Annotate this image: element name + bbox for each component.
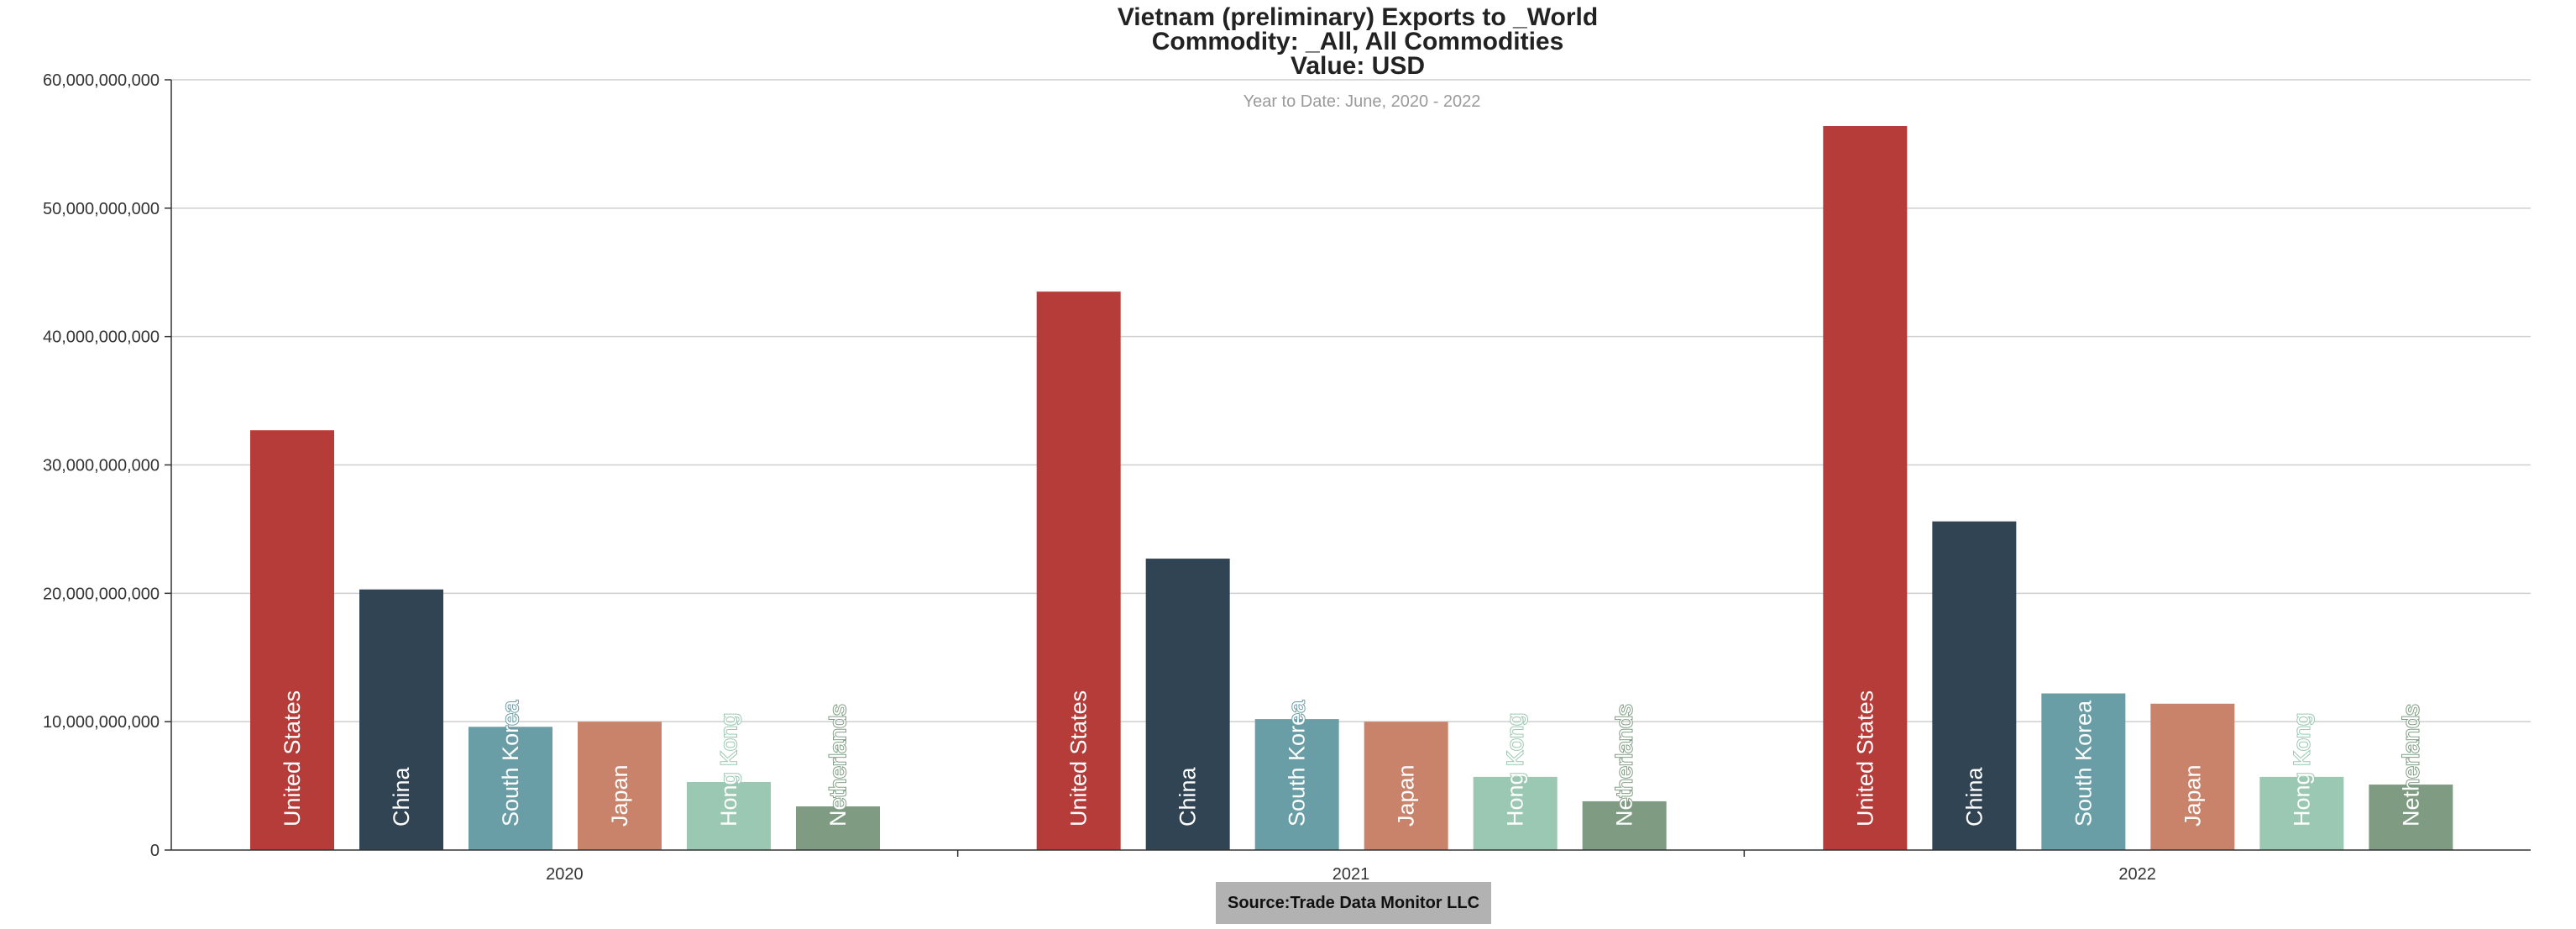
chart-subtitle: Year to Date: June, 2020 - 2022 bbox=[1243, 92, 1481, 111]
bar-united-states-2021[interactable] bbox=[1036, 291, 1121, 850]
bar-china-2022[interactable] bbox=[1932, 521, 2017, 850]
source-footer: Source:Trade Data Monitor LLC bbox=[1216, 882, 1491, 924]
bar-netherlands-2022[interactable] bbox=[2369, 785, 2453, 850]
bar-label: Hong Kong bbox=[716, 713, 741, 827]
bar-united-states-2020[interactable] bbox=[250, 430, 334, 850]
chart-title-line-1: Vietnam (preliminary) Exports to _World bbox=[1118, 3, 1598, 31]
bars-group: United States China South Korea Japan Hong K… bbox=[250, 126, 2453, 850]
bar-label: United States bbox=[1852, 690, 1877, 827]
bar-united-states-2022[interactable] bbox=[1823, 126, 1908, 850]
bar-china-2021[interactable] bbox=[1145, 559, 1230, 850]
bar-label: South Korea bbox=[2071, 700, 2096, 827]
bar-south-korea-2021[interactable] bbox=[1254, 719, 1339, 850]
bar-south-korea-2020[interactable] bbox=[469, 727, 552, 850]
y-tick-label: 10,000,000,000 bbox=[43, 713, 160, 732]
bar-label: China bbox=[1961, 766, 1987, 827]
bar-japan-2020[interactable] bbox=[578, 722, 662, 850]
bar-label: Netherlands bbox=[1612, 704, 1637, 827]
grid-lines bbox=[171, 79, 2531, 722]
bar-label: United States bbox=[1066, 690, 1092, 827]
bar-hong-kong-2020[interactable] bbox=[687, 781, 771, 850]
x-axis: 2020 2021 2022 bbox=[170, 80, 2531, 884]
bar-netherlands-2020[interactable] bbox=[796, 806, 880, 850]
bar-japan-2022[interactable] bbox=[2150, 703, 2235, 850]
bar-label: South Korea bbox=[498, 700, 523, 827]
bar-south-korea-2022[interactable] bbox=[2041, 693, 2126, 850]
bar-hong-kong-2021[interactable] bbox=[1473, 776, 1558, 850]
y-tick-label: 20,000,000,000 bbox=[43, 585, 160, 603]
bar-label: South Korea bbox=[1285, 700, 1310, 827]
bar-label: China bbox=[1175, 766, 1201, 827]
bar-label: Hong Kong bbox=[1503, 713, 1528, 827]
bar-label: Japan bbox=[607, 764, 632, 827]
bar-japan-2021[interactable] bbox=[1364, 722, 1448, 850]
y-tick-label: 60,000,000,000 bbox=[43, 71, 160, 90]
bar-china-2020[interactable] bbox=[359, 589, 443, 850]
bar-label: Hong Kong bbox=[2289, 713, 2314, 827]
y-tick-label: 40,000,000,000 bbox=[43, 328, 160, 347]
y-tick-label: 0 bbox=[150, 842, 160, 860]
bar-label: Japan bbox=[1394, 764, 1419, 827]
y-axis-ticks: 0 10,000,000,000 20,000,000,000 30,000,000,… bbox=[43, 71, 171, 860]
x-tick-label: 2022 bbox=[2118, 865, 2156, 884]
chart-title-line-3: Value: USD bbox=[1291, 52, 1425, 80]
bar-hong-kong-2022[interactable] bbox=[2259, 776, 2344, 850]
bar-label: Netherlands bbox=[825, 704, 851, 827]
chart-title-group: Vietnam (preliminary) Exports to _World … bbox=[1118, 3, 1598, 111]
y-tick-label: 30,000,000,000 bbox=[43, 457, 160, 475]
bar-label: Japan bbox=[2180, 764, 2205, 827]
x-tick-label: 2021 bbox=[1333, 865, 1370, 884]
y-tick-label: 50,000,000,000 bbox=[43, 200, 160, 218]
x-tick-label: 2020 bbox=[546, 865, 584, 884]
bar-label: Netherlands bbox=[2398, 704, 2423, 827]
bar-label: United States bbox=[280, 690, 305, 827]
chart-title-line-2: Commodity: _All, All Commodities bbox=[1152, 28, 1564, 55]
bar-netherlands-2021[interactable] bbox=[1582, 800, 1667, 850]
bar-label: China bbox=[389, 766, 414, 827]
